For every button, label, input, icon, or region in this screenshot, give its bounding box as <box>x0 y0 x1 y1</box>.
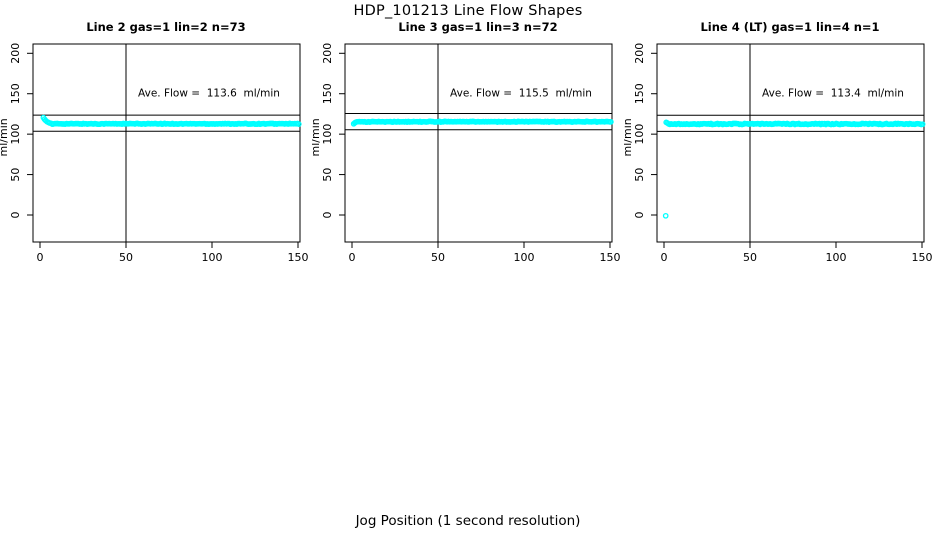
x-tick-label: 0 <box>37 251 44 264</box>
line2-flow-chart: Line 2 gas=1 lin=2 n=73 0 50 100 150 200 ml/mi… <box>0 20 309 264</box>
y-tick-label: 50 <box>633 168 646 182</box>
panel-title: Line 4 (LT) gas=1 lin=4 n=1 <box>700 20 879 34</box>
flow-point <box>919 121 926 128</box>
chart-panel-line3: Line 3 gas=1 lin=3 n=72 0 50 100 150 200 ml/mi… <box>312 0 624 275</box>
x-axis: 0 50 100 150 <box>661 242 933 264</box>
y-tick-label: 200 <box>633 43 646 64</box>
x-axis: 0 50 100 150 <box>37 242 309 264</box>
x-tick-label: 100 <box>826 251 847 264</box>
x-axis: 0 50 100 150 <box>349 242 621 264</box>
y-tick-label: 50 <box>321 168 334 182</box>
x-tick-label: 150 <box>912 251 933 264</box>
x-tick-label: 50 <box>119 251 133 264</box>
x-tick-label: 150 <box>600 251 621 264</box>
y-tick-label: 150 <box>9 83 22 104</box>
x-tick-label: 0 <box>349 251 356 264</box>
x-tick-label: 100 <box>202 251 223 264</box>
y-axis-title: ml/min <box>312 118 322 156</box>
plot-box <box>656 43 925 243</box>
flow-point <box>608 119 614 125</box>
reference-lines <box>345 44 612 242</box>
shared-x-axis-label: Jog Position (1 second resolution) <box>355 513 581 529</box>
y-axis-title: ml/min <box>0 118 10 156</box>
reference-lines <box>33 44 300 242</box>
flow-point <box>662 212 669 219</box>
page-title: HDP_101213 Line Flow Shapes <box>353 3 583 19</box>
y-tick-label: 50 <box>9 168 22 182</box>
plot-box <box>32 43 301 243</box>
x-tick-label: 100 <box>514 251 535 264</box>
ave-flow-annotation: Ave. Flow = 113.4 ml/min <box>762 88 904 100</box>
panel-title: Line 3 gas=1 lin=3 n=72 <box>398 20 557 34</box>
data-points <box>662 119 926 219</box>
y-tick-label: 0 <box>9 212 22 219</box>
y-axis: 0 50 100 150 200 ml/min <box>624 43 657 219</box>
panel-title: Line 2 gas=1 lin=2 n=73 <box>86 20 245 34</box>
y-tick-label: 100 <box>633 124 646 145</box>
y-axis-title: ml/min <box>624 118 634 156</box>
reference-lines <box>657 44 924 242</box>
x-tick-label: 0 <box>661 251 668 264</box>
y-tick-label: 200 <box>9 43 22 64</box>
y-axis: 0 50 100 150 200 ml/min <box>0 43 33 219</box>
x-tick-label: 50 <box>743 251 757 264</box>
y-tick-label: 150 <box>633 83 646 104</box>
y-tick-label: 100 <box>321 124 334 145</box>
x-tick-label: 150 <box>288 251 309 264</box>
y-tick-label: 0 <box>321 212 334 219</box>
ave-flow-annotation: Ave. Flow = 115.5 ml/min <box>450 88 592 100</box>
data-points <box>40 114 302 128</box>
y-tick-label: 200 <box>321 43 334 64</box>
chart-panel-line4: Line 4 (LT) gas=1 lin=4 n=1 0 50 100 150 200 m… <box>624 0 936 275</box>
line3-flow-chart: Line 3 gas=1 lin=3 n=72 0 50 100 150 200 ml/mi… <box>312 20 621 264</box>
y-tick-label: 0 <box>633 212 646 219</box>
chart-panel-line2: Line 2 gas=1 lin=2 n=73 0 50 100 150 200 ml/mi… <box>0 0 312 275</box>
x-tick-label: 50 <box>431 251 445 264</box>
y-tick-label: 150 <box>321 83 334 104</box>
y-axis: 0 50 100 150 200 ml/min <box>312 43 345 219</box>
line4-flow-chart: Line 4 (LT) gas=1 lin=4 n=1 0 50 100 150 200 m… <box>624 20 933 264</box>
flow-point <box>295 121 302 127</box>
charts-row: Line 2 gas=1 lin=2 n=73 0 50 100 150 200 ml/mi… <box>0 0 936 275</box>
y-tick-label: 100 <box>9 124 22 145</box>
plot-box <box>344 43 613 243</box>
data-points <box>350 118 614 127</box>
ave-flow-annotation: Ave. Flow = 113.6 ml/min <box>138 88 280 100</box>
